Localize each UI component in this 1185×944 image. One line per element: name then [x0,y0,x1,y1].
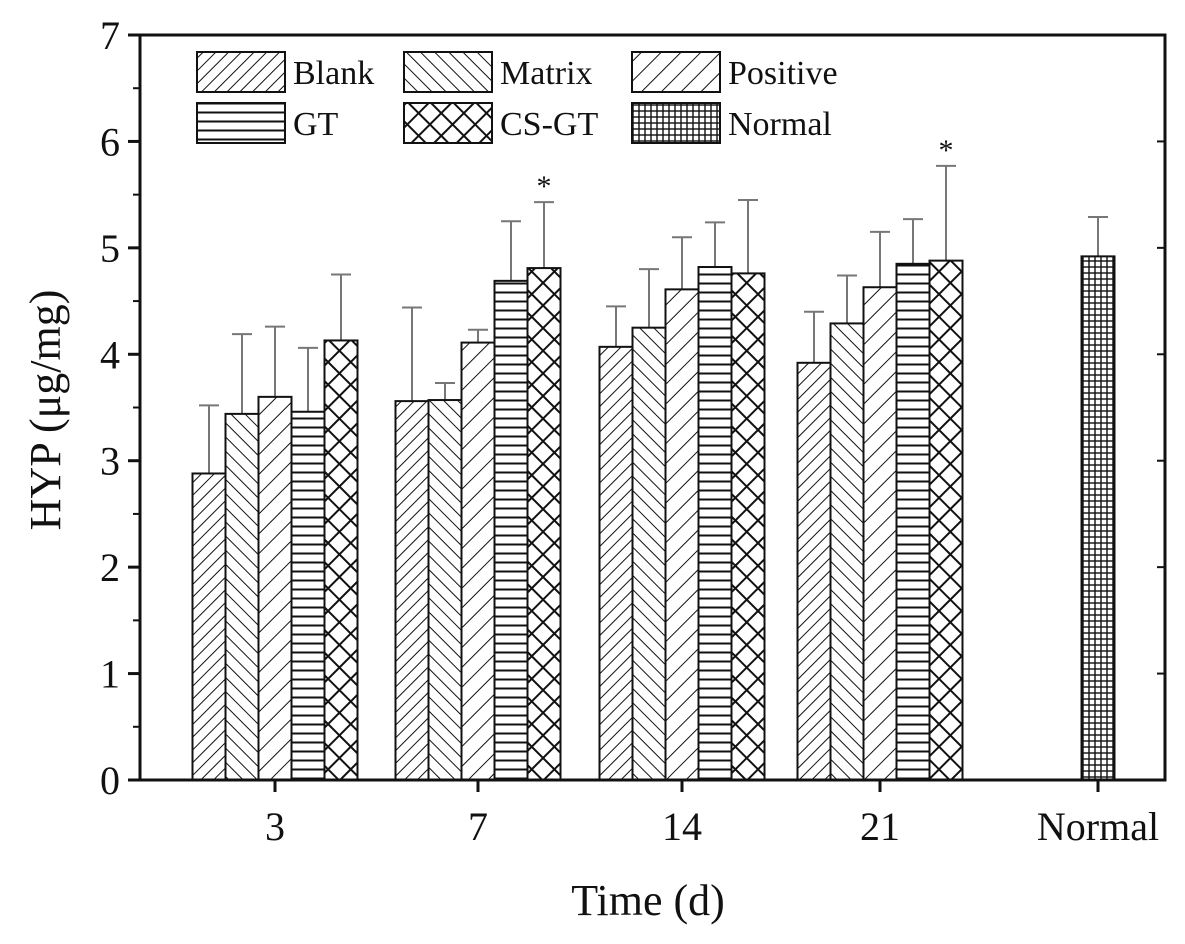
bar-matrix-14 [631,326,667,781]
bar-cs-gt-14 [730,272,766,781]
x-axis-ticks: 3 7 14 21 Normal [265,804,1159,849]
bar-blank-21 [796,361,832,781]
bar-matrix-3 [224,412,260,781]
x-axis-title: Time (d) [571,876,725,925]
legend-swatch-positive [631,51,721,93]
bar-gt-3 [290,410,326,781]
bar-cs-gt-3 [323,339,359,781]
legend-label-matrix: Matrix [500,55,593,92]
y-tick-label: 4 [100,332,120,377]
legend-swatch-normal [631,102,721,144]
legend-swatch-matrix [403,51,493,93]
bar-positive-21 [862,286,898,781]
legend-label-positive: Positive [728,55,838,92]
x-tick-label: 21 [860,804,900,849]
bar-blank-14 [598,345,634,781]
bar-matrix-21 [829,322,865,781]
bar-positive-14 [664,288,700,781]
y-tick-label: 7 [100,13,120,58]
legend-label-blank: Blank [293,55,374,92]
y-tick-label: 6 [100,119,120,164]
significance-marks: ** [537,134,954,203]
significance-asterisk: * [939,134,954,167]
bar-gt-14 [697,266,733,781]
legend: Blank Matrix Positive GT CS-GT Normal [196,51,838,144]
legend-label-cs-gt: CS-GT [500,106,598,143]
error-bars [199,164,1108,474]
bar-blank-3 [191,472,227,781]
bar-cs-gt-7 [526,267,562,781]
legend-label-normal: Normal [728,106,832,143]
bar-matrix-7 [427,399,463,781]
y-axis-title: HYP (μg/mg) [21,290,70,531]
x-tick-label: 14 [662,804,702,849]
x-tick-label: Normal [1037,804,1159,849]
legend-swatch-blank [196,51,286,93]
y-tick-label: 2 [100,545,120,590]
legend-swatch-cs-gt [403,102,493,144]
bars [191,255,1116,782]
bar-normal-normal [1080,255,1116,782]
bar-cs-gt-21 [928,259,964,781]
x-tick-label: 7 [468,804,488,849]
y-tick-label: 1 [100,652,120,697]
y-tick-label: 0 [100,758,120,803]
y-axis-ticks: 0 1 2 3 4 5 6 7 [100,13,120,803]
legend-label-gt: GT [293,106,339,143]
bar-gt-7 [493,279,529,781]
x-tick-label: 3 [265,804,285,849]
axes [128,33,1167,792]
bar-positive-3 [257,395,293,781]
y-tick-label: 3 [100,439,120,484]
bar-gt-21 [895,262,931,782]
bar-blank-7 [394,400,430,781]
significance-asterisk: * [537,170,552,203]
y-tick-label: 5 [100,226,120,271]
legend-swatch-gt [196,102,286,144]
bar-positive-7 [460,341,496,781]
